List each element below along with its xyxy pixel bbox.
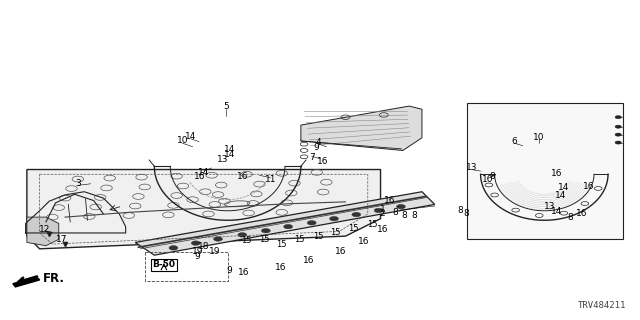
Text: 16: 16	[317, 157, 329, 166]
Text: 16: 16	[238, 268, 250, 277]
Circle shape	[615, 125, 621, 128]
Text: 10: 10	[533, 133, 544, 142]
Circle shape	[191, 241, 200, 245]
Polygon shape	[27, 217, 59, 246]
Text: 8: 8	[401, 211, 407, 220]
Text: 17: 17	[56, 236, 68, 244]
Polygon shape	[301, 106, 422, 150]
Circle shape	[330, 216, 339, 221]
Text: 16: 16	[303, 256, 315, 265]
Text: 8: 8	[412, 211, 417, 220]
Text: 14: 14	[198, 168, 210, 177]
Text: 9: 9	[314, 143, 319, 152]
Text: 14: 14	[224, 150, 236, 159]
Polygon shape	[135, 192, 435, 255]
Circle shape	[615, 133, 621, 136]
Text: 15: 15	[349, 224, 359, 233]
Circle shape	[307, 220, 316, 225]
Circle shape	[97, 225, 120, 236]
Circle shape	[169, 246, 178, 250]
Text: 16: 16	[385, 196, 396, 205]
Text: 15: 15	[259, 236, 269, 244]
Text: 8: 8	[567, 213, 573, 222]
Text: 5: 5	[223, 101, 229, 111]
Text: 4: 4	[316, 138, 321, 147]
Text: 15: 15	[330, 228, 340, 237]
Text: 8: 8	[489, 172, 495, 181]
Text: 10: 10	[177, 136, 188, 146]
Text: 11: 11	[264, 175, 276, 184]
Circle shape	[374, 208, 383, 213]
Text: 6: 6	[511, 137, 517, 146]
Text: 15: 15	[313, 232, 323, 241]
Text: 16: 16	[377, 225, 388, 234]
FancyBboxPatch shape	[467, 103, 623, 239]
Circle shape	[261, 228, 270, 233]
Text: 15: 15	[367, 220, 378, 228]
Circle shape	[352, 212, 361, 217]
Text: 8: 8	[392, 208, 398, 217]
Circle shape	[615, 116, 621, 119]
Text: 9: 9	[195, 252, 200, 260]
Text: B-50: B-50	[152, 260, 175, 269]
Text: 15: 15	[276, 240, 287, 249]
Text: 9: 9	[227, 266, 232, 275]
Text: 3: 3	[75, 179, 81, 188]
Text: 16: 16	[575, 209, 587, 218]
Text: 19: 19	[192, 247, 204, 256]
Circle shape	[214, 237, 223, 241]
Text: 15: 15	[294, 236, 305, 244]
Text: 13: 13	[466, 164, 477, 172]
Text: 1: 1	[380, 205, 385, 214]
Polygon shape	[13, 277, 40, 287]
Text: 18: 18	[198, 242, 210, 251]
Text: TRV484211: TRV484211	[577, 301, 626, 310]
Text: 13: 13	[218, 155, 229, 164]
Circle shape	[284, 224, 292, 229]
Text: 14: 14	[185, 132, 196, 141]
Text: 14: 14	[551, 207, 563, 216]
Text: 16: 16	[551, 169, 563, 178]
Polygon shape	[56, 207, 106, 223]
Circle shape	[238, 233, 246, 237]
Polygon shape	[27, 170, 381, 249]
Text: 16: 16	[195, 172, 206, 181]
Circle shape	[396, 204, 405, 209]
Text: 13: 13	[543, 203, 555, 212]
Text: 10: 10	[482, 175, 493, 184]
Text: 14: 14	[224, 145, 236, 154]
Text: 7: 7	[309, 153, 315, 162]
Circle shape	[38, 225, 61, 236]
Text: 15: 15	[241, 236, 252, 245]
Text: 8: 8	[464, 209, 469, 219]
Text: 19: 19	[209, 247, 220, 256]
Text: 14: 14	[555, 191, 566, 200]
Text: FR.: FR.	[43, 272, 65, 285]
Text: 16: 16	[275, 263, 286, 272]
Circle shape	[615, 141, 621, 144]
Text: 16: 16	[237, 172, 248, 181]
Text: 8: 8	[458, 206, 463, 215]
Text: 12: 12	[39, 225, 51, 234]
Text: 16: 16	[583, 181, 595, 190]
Text: 14: 14	[558, 183, 570, 192]
Text: 16: 16	[358, 237, 369, 246]
Text: 2: 2	[380, 209, 385, 218]
Text: 16: 16	[335, 247, 347, 256]
